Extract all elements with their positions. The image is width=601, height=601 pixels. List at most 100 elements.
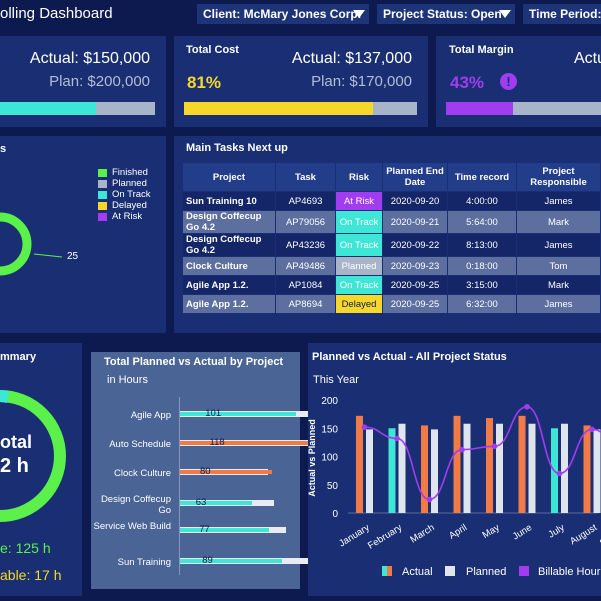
hours-chart-axis [179, 397, 180, 575]
task-risk-cell: At Risk [335, 191, 383, 211]
chevron-down-icon[interactable] [353, 10, 365, 18]
hours-project-label: Agile App [130, 410, 171, 421]
task-time-cell: 8:13:00 [447, 233, 517, 257]
hours-project-label: Sun Training [117, 557, 171, 568]
col-risk: Risk [335, 162, 383, 192]
task-project-cell: Design Coffecup Go 4.2 [182, 210, 276, 234]
task-date-cell: 2020-09-21 [382, 210, 448, 234]
task-owner-cell: Mark [516, 275, 601, 295]
task-owner-cell: Tom [516, 256, 601, 276]
legend-swatch [98, 179, 107, 188]
legend-billable-swatch [519, 566, 529, 576]
legend-swatch [98, 190, 107, 199]
hours-actual-bar [180, 470, 272, 474]
margin-progress-bar [446, 102, 601, 115]
hours-actual-bar [180, 501, 253, 505]
task-id-cell: AP49486 [275, 256, 336, 276]
col-task: Task [275, 162, 336, 192]
legend-label: At Risk [112, 211, 143, 222]
pva-chart-svg: 200 150 100 50 0 Actual vs Planned JanuaryFebr… [308, 396, 601, 578]
task-owner-cell: James [516, 191, 601, 211]
cost-title: Total Cost [186, 44, 239, 56]
table-row[interactable]: Sun Training 10 AP4693 At Risk 2020-09-20 4:… [182, 191, 601, 211]
legend-at-risk: At Risk [98, 211, 142, 222]
task-date-cell: 2020-09-20 [382, 191, 448, 211]
hours-project-label: Clock Culture [113, 468, 171, 479]
hours-value-label: 118 [209, 437, 225, 448]
legend-planned-swatch [445, 566, 455, 576]
billable-hours-point [361, 424, 368, 430]
legend-on-track: On Track [98, 189, 151, 200]
summary-hours-line: e: 125 h [0, 540, 51, 556]
billable-hours-point [524, 403, 530, 410]
table-row[interactable]: Design Coffecup Go 4.2 AP79056 On Track 202… [182, 210, 601, 234]
hours-actual-bar [180, 528, 269, 532]
task-project-cell: Agile App 1.2. [182, 275, 276, 295]
task-date-cell: 2020-09-25 [382, 294, 448, 314]
alert-icon: ! [500, 73, 517, 90]
task-risk-cell: On Track [335, 275, 383, 295]
planned-vs-actual-panel: Planned vs Actual - All Project Status T… [308, 343, 601, 596]
actual-bar [486, 418, 493, 513]
project-status-panel: s 25 Finished Planned On Track Delayed A… [0, 136, 166, 333]
cost-percent: 81% [187, 73, 222, 92]
hours-actual-bar [180, 441, 316, 445]
summary-donut-segment [0, 390, 9, 403]
y-tick-label: 100 [321, 453, 338, 464]
hours-project-label: Auto Schedule [109, 439, 171, 450]
cost-plan: Plan: $170,000 [311, 73, 412, 90]
billable-hours-point [589, 426, 595, 433]
client-filter[interactable]: Client: McMary Jones Corp. [197, 4, 369, 24]
margin-percent: 43% [450, 73, 485, 92]
y-axis-label: Actual vs Planned [308, 419, 317, 497]
hours-actual-bar [180, 559, 283, 563]
margin-title: Total Margin [449, 44, 514, 56]
y-tick-label: 50 [327, 481, 339, 492]
status-filter-label: Project Status: Open [383, 7, 502, 21]
app-title: olling Dashboard [0, 5, 113, 22]
x-tick-label: May [481, 522, 502, 541]
kpi-cost-card: Total Cost Actual: $137,000 81% Plan: $1… [174, 36, 428, 127]
cost-actual: Actual: $137,000 [291, 50, 412, 67]
actual-bar [356, 415, 363, 513]
task-owner-cell: James [516, 233, 601, 257]
summary-billable-line: able: 17 h [0, 567, 62, 583]
y-tick-label: 150 [321, 424, 338, 435]
legend-label: Planned [112, 178, 147, 189]
task-time-cell: 4:00:00 [447, 191, 517, 211]
summary-donut-ring [0, 390, 66, 522]
hours-chart-panel: Total Planned vs Actual by Project in Ho… [91, 352, 324, 589]
table-row[interactable]: Agile App 1.2. AP1084 On Track 2020-09-25 3:… [182, 275, 601, 295]
hours-value-label: 80 [200, 466, 211, 477]
hours-value-label: 89 [202, 555, 213, 566]
time-period-filter[interactable]: Time Period: T [523, 4, 601, 24]
task-time-cell: 5:64:00 [447, 210, 517, 234]
legend-swatch [98, 168, 107, 177]
x-tick-label: April [447, 522, 469, 541]
hours-value-label: 101 [205, 408, 222, 419]
table-row[interactable]: Clock Culture AP49486 Planned 2020-09-23 0:1… [182, 256, 601, 276]
legend-label: On Track [112, 189, 151, 200]
chevron-down-icon[interactable] [499, 10, 511, 18]
x-tick-label: March [408, 522, 436, 545]
summary-center-label: otal [0, 432, 33, 452]
x-tick-label: January [337, 522, 372, 549]
status-panel-title: s [0, 143, 7, 155]
status-filter[interactable]: Project Status: Open [377, 4, 515, 24]
billable-hours-point [556, 470, 563, 477]
billable-hours-point [491, 443, 498, 450]
y-tick-label: 0 [332, 509, 338, 520]
status-donut-value: 25 [67, 251, 79, 262]
table-row[interactable]: Agile App 1.2. AP8694 Delayed 2020-09-25 6:3… [182, 294, 601, 314]
summary-donut [0, 390, 66, 522]
summary-panel: mmary otal 2 h e: 125 h able: 17 h [0, 343, 82, 596]
kpi-revenue-card: Actual: $150,000 Plan: $200,000 [0, 36, 166, 127]
hours-value-label: 63 [195, 497, 207, 508]
col-time-record: Time record [447, 162, 517, 192]
table-row[interactable]: Design Coffecup Go 4.2 AP43236 On Track 202… [182, 233, 601, 257]
billable-hours-point [426, 496, 433, 503]
cost-progress-bar [184, 102, 417, 115]
legend-swatch [98, 212, 107, 221]
legend-actual-swatch-b [387, 566, 392, 576]
revenue-progress-bar [0, 102, 155, 115]
